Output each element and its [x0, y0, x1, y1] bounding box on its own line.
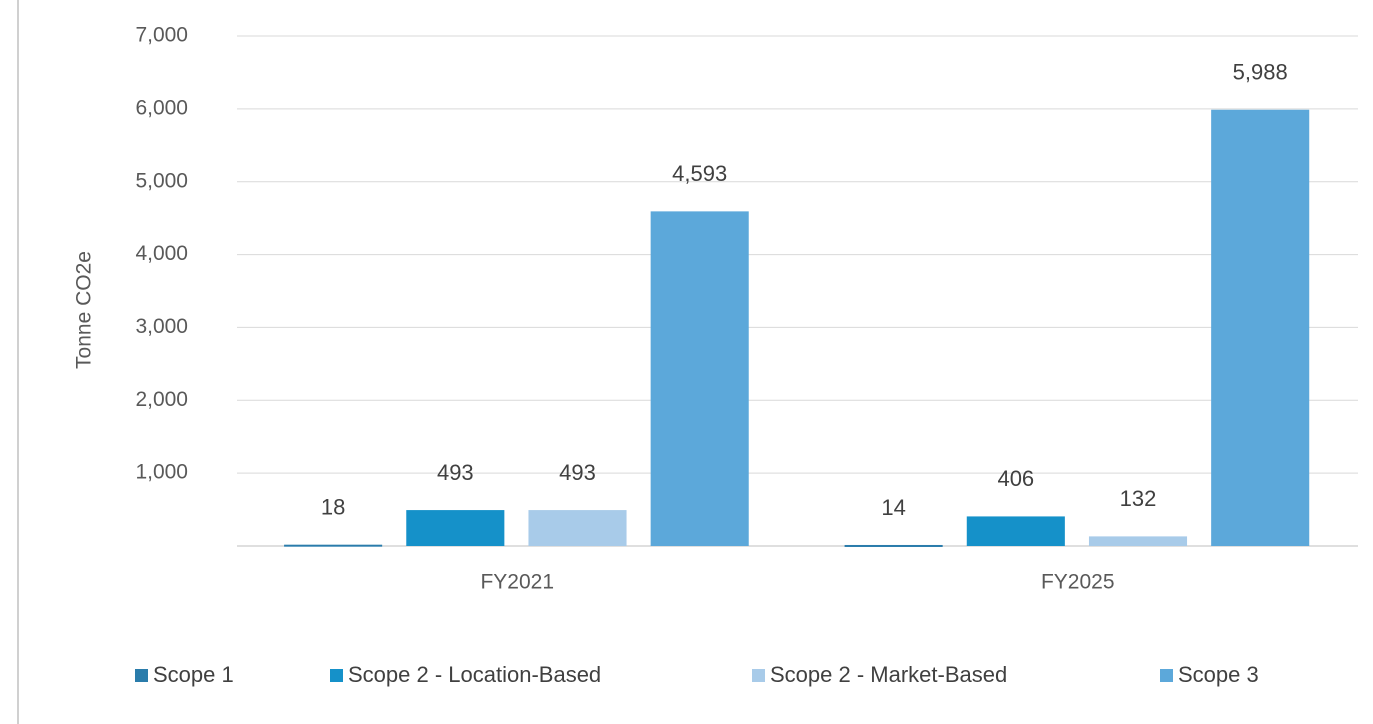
- legend-label: Scope 2 - Market-Based: [770, 662, 1007, 687]
- legend-swatch: [330, 669, 343, 682]
- data-label: 4,593: [672, 161, 727, 186]
- legend-swatch: [135, 669, 148, 682]
- bar: [528, 510, 627, 546]
- legend-swatch: [1160, 669, 1173, 682]
- legend-label: Scope 2 - Location-Based: [348, 662, 601, 687]
- legend-swatch: [752, 669, 765, 682]
- bar: [284, 544, 383, 547]
- y-tick-label: 5,000: [135, 169, 188, 192]
- x-tick-label: FY2025: [1041, 571, 1115, 594]
- legend-label: Scope 3: [1178, 662, 1259, 687]
- y-tick-label: 1,000: [135, 461, 188, 484]
- bar: [1088, 536, 1188, 546]
- bar: [844, 544, 943, 547]
- data-label: 18: [321, 495, 345, 520]
- data-label: 406: [997, 466, 1034, 491]
- data-label: 5,988: [1233, 60, 1288, 85]
- bar: [406, 510, 505, 546]
- data-label: 132: [1120, 486, 1157, 511]
- data-label: 14: [881, 495, 905, 520]
- x-tick-label: FY2021: [480, 571, 554, 594]
- data-label: 493: [437, 460, 474, 485]
- bar: [966, 516, 1065, 546]
- bar: [1211, 109, 1310, 546]
- y-tick-label: 7,000: [135, 24, 188, 47]
- y-tick-label: 4,000: [135, 242, 188, 265]
- data-label: 493: [559, 460, 596, 485]
- y-tick-label: 6,000: [135, 96, 188, 119]
- y-tick-label: 2,000: [135, 388, 188, 411]
- bar: [650, 211, 749, 547]
- y-tick-label: 3,000: [135, 315, 188, 338]
- legend-label: Scope 1: [153, 662, 234, 687]
- y-axis-title: Tonne CO2e: [73, 251, 96, 369]
